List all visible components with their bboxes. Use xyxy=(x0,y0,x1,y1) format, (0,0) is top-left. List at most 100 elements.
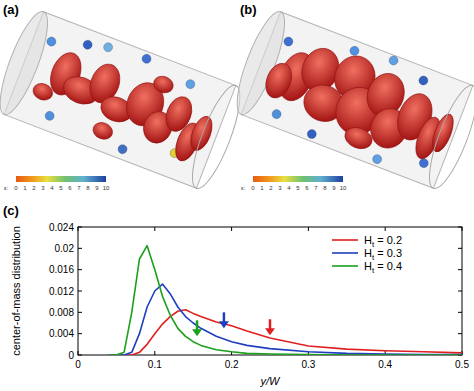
particle xyxy=(349,45,361,57)
x-tick-label: 0.5 xyxy=(455,359,469,370)
arrow-shaft xyxy=(223,312,226,322)
colorbar-tick-label: 5 xyxy=(296,185,300,191)
y-tick-label: 0.02 xyxy=(55,243,75,254)
y-tick xyxy=(78,248,82,249)
colorbar-ramp xyxy=(16,176,106,182)
x-tick xyxy=(154,227,155,231)
legend: Ht = 0.2Ht = 0.3Ht = 0.4 xyxy=(332,234,402,275)
arrow-shaft xyxy=(196,320,199,330)
y-tick xyxy=(458,248,462,249)
x-tick xyxy=(231,227,232,231)
colorbar-tick-label: 2 xyxy=(269,185,273,191)
colorbar-tick-label: 6 xyxy=(305,185,309,191)
particle xyxy=(371,153,383,165)
red-blood-cell xyxy=(261,60,296,102)
series-line xyxy=(109,310,462,355)
colorbar-tick-label: 0 xyxy=(14,185,18,191)
particle xyxy=(418,75,430,87)
y-tick xyxy=(78,269,82,270)
arrow-head xyxy=(192,329,202,336)
colorbar-tick-label: 2 xyxy=(32,185,36,191)
colorbar: ε:012345678910 xyxy=(4,176,110,191)
tube-end xyxy=(228,7,294,120)
colorbar-tick-label: 3 xyxy=(278,185,282,191)
particle xyxy=(418,157,430,169)
x-tick xyxy=(385,227,386,231)
colorbar-tick-label: 5 xyxy=(59,185,63,191)
render-panel: (b) ε: 0123456789 10 xyxy=(228,2,474,193)
colorbar-tick-label: 0 xyxy=(251,185,255,191)
colorbar-tick-label: 9 xyxy=(332,185,336,191)
colorbar-tick-label: 3 xyxy=(41,185,45,191)
x-axis-label: y/W xyxy=(260,375,282,387)
colorbar-tick-label: 7 xyxy=(314,185,318,191)
colorbar-tick-label: 4 xyxy=(287,185,291,191)
colorbar-tick-label: 7 xyxy=(77,185,81,191)
colorbar-tick-label: 1 xyxy=(23,185,27,191)
render-panel: (a)ε:012345678910 xyxy=(0,2,249,193)
series-line xyxy=(109,246,462,355)
x-tick-label: 0 xyxy=(75,359,81,370)
y-tick-label: 0 xyxy=(68,350,74,361)
red-blood-cell xyxy=(187,113,217,153)
colorbar: ε: 0123456789 10 xyxy=(241,176,347,191)
particle xyxy=(185,78,197,90)
x-tick-label: 0.1 xyxy=(148,359,162,370)
y-tick-label: 0.012 xyxy=(49,286,74,297)
arrow xyxy=(192,320,202,336)
red-blood-cell xyxy=(91,120,115,142)
y-tick xyxy=(458,291,462,292)
y-tick xyxy=(458,312,462,313)
panel-label: (b) xyxy=(240,2,257,17)
particle xyxy=(271,108,283,120)
x-tick xyxy=(154,351,155,355)
y-tick-label: 0.004 xyxy=(49,328,74,339)
red-blood-cell xyxy=(151,73,175,95)
y-tick xyxy=(78,312,82,313)
colorbar-label: ε: xyxy=(241,185,246,191)
arrow xyxy=(265,319,275,335)
legend-swatch xyxy=(332,239,358,241)
y-axis-label: center-of-mass distribution xyxy=(10,226,22,356)
arrow-head xyxy=(219,321,229,328)
particle xyxy=(46,36,58,48)
colorbar-tick-label: 8 xyxy=(86,185,90,191)
tube-end xyxy=(0,7,57,120)
panel-label: (c) xyxy=(3,203,19,218)
red-blood-cell xyxy=(342,124,375,153)
x-tick-label: 0.2 xyxy=(225,359,239,370)
colorbar-tick-label: 10 xyxy=(103,185,110,191)
red-blood-cell xyxy=(428,111,457,154)
y-tick-label: 0.024 xyxy=(49,222,74,233)
red-blood-cell xyxy=(31,81,55,103)
legend-swatch xyxy=(332,252,358,254)
legend-swatch xyxy=(332,265,358,267)
y-tick-label: 0.016 xyxy=(49,264,74,275)
colorbar-tick-label: 10 xyxy=(340,185,347,191)
plot-frame xyxy=(78,227,462,355)
colorbar-tick-label: 6 xyxy=(68,185,72,191)
particle xyxy=(141,53,153,65)
colorbar-tick-label: 1 xyxy=(260,185,264,191)
figure: (a)ε:012345678910(b)ε:012345678910(c)00.… xyxy=(0,0,474,391)
y-tick xyxy=(458,269,462,270)
arrow-shaft xyxy=(269,319,272,329)
legend-label: Ht = 0.4 xyxy=(364,260,402,275)
colorbar-label: ε: xyxy=(4,185,9,191)
colorbar-tick-label: 8 xyxy=(323,185,327,191)
x-tick xyxy=(308,227,309,231)
y-tick xyxy=(78,333,82,334)
y-tick xyxy=(458,333,462,334)
tube-end xyxy=(420,81,474,194)
colorbar-ramp xyxy=(253,176,343,182)
tube xyxy=(0,7,249,194)
particle xyxy=(306,128,318,140)
x-tick-label: 0.4 xyxy=(378,359,392,370)
panel-label: (a) xyxy=(3,2,19,17)
x-tick-label: 0.3 xyxy=(301,359,315,370)
arrow-head xyxy=(265,328,275,335)
particle xyxy=(388,55,400,67)
particle xyxy=(82,39,94,51)
particle xyxy=(102,41,114,53)
y-tick xyxy=(78,291,82,292)
